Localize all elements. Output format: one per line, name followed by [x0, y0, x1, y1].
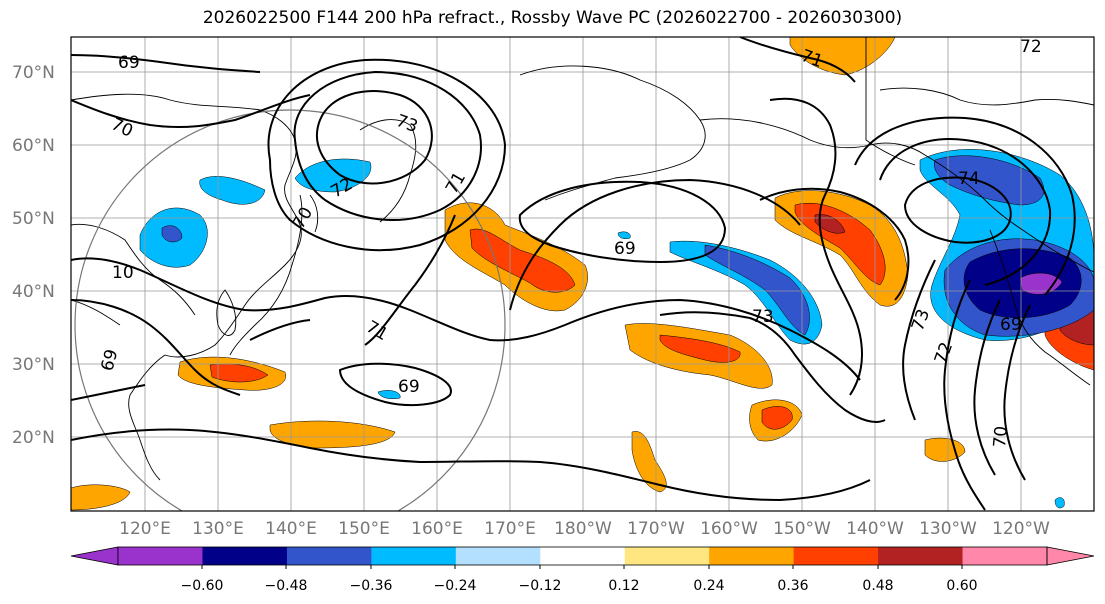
colorbar-segment	[202, 547, 288, 565]
colorbar-segment	[371, 547, 457, 565]
coastlines	[71, 37, 1094, 481]
shade-negative-mongolia	[199, 176, 266, 205]
lon-label: 120°E	[119, 519, 171, 539]
shade-positive-central-pacific-core	[659, 334, 741, 363]
contour-lines	[71, 37, 1076, 511]
shade-negative-central-core	[704, 244, 810, 336]
lat-label: 30°N	[12, 355, 55, 375]
colorbar-segment	[709, 547, 795, 565]
map-border	[70, 36, 1095, 512]
lon-label: 160°E	[411, 519, 463, 539]
shading-layer	[71, 37, 1094, 511]
contour-label: 69	[118, 53, 140, 73]
contour-label: 73	[752, 307, 774, 327]
lat-label: 40°N	[12, 282, 55, 302]
colorbar-tick-label: −0.12	[519, 578, 562, 594]
lon-label: 120°W	[992, 519, 1050, 539]
colorbar-tick-label: 0.24	[693, 578, 724, 594]
lon-label: 140°W	[846, 519, 904, 539]
contour-label: 69	[398, 377, 420, 397]
shade-negative-small-2	[377, 390, 401, 399]
shade-positive-hawaii-core	[761, 406, 793, 430]
shade-negative-okhotsk	[294, 158, 372, 193]
lon-label: 180°W	[554, 519, 612, 539]
colorbar-tick-label: −0.48	[265, 578, 308, 594]
colorbar-segment	[118, 547, 203, 565]
colorbar-segment	[878, 547, 964, 565]
shade-positive-west	[71, 484, 131, 511]
colorbar-tick-label: 0.60	[946, 578, 977, 594]
colorbar-extend-high	[1046, 546, 1095, 566]
lon-label: 130°E	[192, 519, 244, 539]
lon-label: 170°E	[484, 519, 536, 539]
lat-label: 60°N	[12, 136, 55, 156]
lon-label: 160°W	[700, 519, 758, 539]
shade-negative-manchuria-core	[161, 225, 183, 243]
colorbar-tick-label: 0.48	[862, 578, 893, 594]
lon-label: 150°W	[773, 519, 831, 539]
colorbar-segment	[540, 547, 626, 565]
contour-label: 10	[112, 263, 134, 283]
contour-label: 69	[1000, 315, 1022, 335]
colorbar-tick-label: 0.36	[777, 578, 808, 594]
colorbar-tick-label: −0.36	[350, 578, 393, 594]
lon-label: 130°W	[919, 519, 977, 539]
shade-negative-mexico-west	[1054, 497, 1065, 509]
colorbar-segment	[962, 547, 1048, 565]
shade-positive-kuroshio-core	[469, 228, 576, 293]
map-title: 2026022500 F144 200 hPa refract., Rossby…	[202, 8, 903, 28]
lat-label: 70°N	[12, 63, 55, 83]
lon-label: 140°E	[265, 519, 317, 539]
colorbar-segment	[624, 547, 710, 565]
colorbar-segment	[286, 547, 372, 565]
lon-label: 170°W	[627, 519, 685, 539]
colorbar-tick-label: 0.12	[608, 578, 639, 594]
lat-label: 20°N	[12, 428, 55, 448]
shade-negative-canada-core	[1019, 272, 1063, 295]
shade-positive-mexico	[924, 437, 966, 462]
shade-negative-small	[617, 231, 631, 240]
radius-circle	[74, 109, 506, 511]
colorbar-extend-low	[70, 546, 119, 566]
contour-label: 74	[958, 169, 980, 189]
latitude-labels: 70°N 60°N 50°N 40°N 30°N 20°N	[12, 63, 55, 448]
contour-label: 72	[1020, 37, 1042, 57]
shade-positive-south	[631, 431, 667, 493]
colorbar-border	[117, 546, 1048, 566]
shade-negative-gulf-core	[934, 155, 1045, 206]
lat-label: 50°N	[12, 209, 55, 229]
colorbar	[70, 546, 1095, 569]
colorbar-segment	[455, 547, 541, 565]
colorbar-tick-label: −0.24	[434, 578, 477, 594]
longitude-labels: 120°E 130°E 140°E 150°E 160°E 170°E 180°…	[119, 519, 1050, 539]
colorbar-ticks: −0.60 −0.48 −0.36 −0.24 −0.12 0.12 0.24 …	[181, 578, 978, 594]
colorbar-segment	[793, 547, 879, 565]
colorbar-tick-label: −0.60	[181, 578, 224, 594]
graticule	[71, 37, 1094, 511]
contour-label: 69	[614, 239, 636, 259]
lon-label: 150°E	[338, 519, 390, 539]
contour-label: 70	[990, 425, 1012, 448]
